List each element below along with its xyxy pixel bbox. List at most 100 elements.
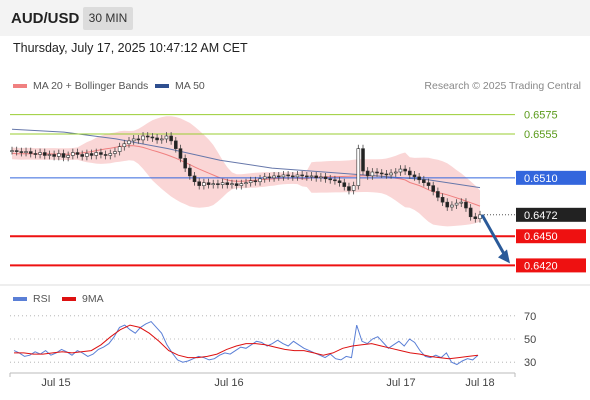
panel-divider <box>0 284 590 286</box>
candle-body <box>230 183 234 185</box>
pivot-tag <box>516 170 586 185</box>
resistance-label: 0.6555 <box>524 129 558 141</box>
candle-body <box>422 179 426 184</box>
rsi-line <box>13 320 479 366</box>
candle-body <box>258 178 262 183</box>
candle-body <box>169 135 173 142</box>
candle-body <box>244 182 248 185</box>
candle-body <box>309 175 314 178</box>
candle-body <box>164 135 169 140</box>
candle-body <box>342 182 347 187</box>
candle-body <box>14 150 19 152</box>
candle-body <box>178 148 183 159</box>
legend-label: MA 20 + Bollinger Bands <box>33 80 149 92</box>
credit-text: Research © 2025 Trading Central <box>424 80 581 92</box>
last-price-label: 0.6472 <box>524 210 558 222</box>
candle-body <box>225 182 230 185</box>
candle-body <box>393 171 398 174</box>
candle-body <box>103 154 108 156</box>
candle-body <box>286 174 290 177</box>
candle-body <box>197 181 201 186</box>
x-tick-label: Jul 18 <box>465 377 494 389</box>
candle-body <box>131 138 136 142</box>
candle-body <box>211 183 216 185</box>
candle-body <box>248 180 253 184</box>
candle-body <box>281 174 286 178</box>
candle-body <box>10 150 14 152</box>
candle-body <box>262 176 267 180</box>
pivot-label: 0.6510 <box>524 173 558 185</box>
candle-body <box>38 152 42 155</box>
candle-body <box>450 204 454 208</box>
candle-body <box>431 185 436 192</box>
legend-9ma: 9MA <box>62 293 104 305</box>
candle-body <box>440 196 445 203</box>
candle-body <box>127 140 131 145</box>
candle-body <box>375 171 379 174</box>
candle-body <box>99 152 103 155</box>
resistance-label: 0.6575 <box>524 110 558 122</box>
candle-body <box>379 172 384 175</box>
candle-body <box>407 170 412 176</box>
legend-label: MA 50 <box>175 80 205 92</box>
candle-body <box>47 154 52 156</box>
candle-body <box>314 175 319 179</box>
candle-body <box>192 175 197 183</box>
candle-body <box>384 173 389 176</box>
candle-body <box>351 185 356 191</box>
timeframe-button[interactable]: 30 MIN <box>83 7 133 30</box>
candle-body <box>24 151 28 153</box>
support-tag <box>516 229 586 244</box>
x-tick-label: Jul 17 <box>386 377 415 389</box>
candle-body <box>305 175 309 178</box>
candle-body <box>267 176 272 179</box>
rsi-tick-label: 30 <box>524 357 536 369</box>
rsi-ma-line <box>14 324 479 360</box>
candle-body <box>454 202 459 206</box>
candle-body <box>323 176 328 180</box>
symbol-label: AUD/USD <box>11 10 80 27</box>
candle-body <box>150 136 155 139</box>
last-price-tag <box>516 207 586 222</box>
legend-swatch <box>13 84 27 88</box>
candle-body <box>220 182 225 185</box>
candle-body <box>216 183 220 185</box>
candle-body <box>319 176 323 179</box>
candle-body <box>108 153 113 156</box>
candle-body <box>122 143 127 148</box>
candle-body <box>56 153 61 157</box>
candle-body <box>473 216 478 220</box>
candle-body <box>337 180 342 184</box>
candle-body <box>370 171 375 177</box>
candle-body <box>389 172 393 176</box>
candle-body <box>361 148 365 172</box>
x-tick-label: Jul 15 <box>41 377 70 389</box>
candle-body <box>85 153 89 157</box>
legend-swatch <box>155 84 169 88</box>
candle-body <box>290 175 295 178</box>
candle-body <box>80 154 84 157</box>
candle-body <box>75 152 80 155</box>
candle-body <box>136 138 141 141</box>
candle-body <box>459 201 464 204</box>
candle-body <box>206 182 211 185</box>
legend-label: 9MA <box>82 293 104 305</box>
candle-body <box>234 183 239 186</box>
legend-ma20-bollinger: MA 20 + Bollinger Bands <box>13 80 148 92</box>
candle-body <box>159 138 164 141</box>
candle-body <box>276 175 281 178</box>
candle-body <box>113 151 117 154</box>
candle-body <box>365 170 370 177</box>
candle-body <box>61 153 66 158</box>
candle-body <box>183 158 187 169</box>
candle-body <box>333 179 337 182</box>
candle-body <box>117 146 122 152</box>
candle-body <box>417 176 421 181</box>
legend-swatch <box>62 297 76 301</box>
candle-body <box>89 153 94 156</box>
candle-body <box>52 154 56 157</box>
legend-label: RSI <box>33 293 51 305</box>
forecast-arrow-shaft <box>480 214 508 259</box>
candle-body <box>71 152 75 156</box>
